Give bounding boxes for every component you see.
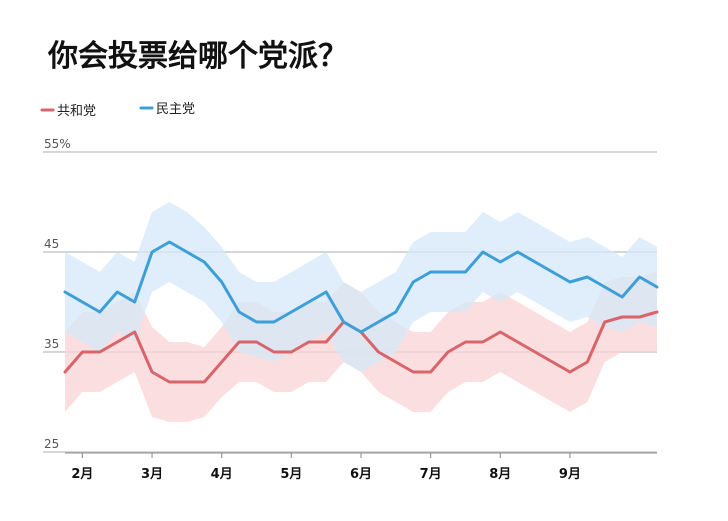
x-tick-label: 2月 [71,467,93,482]
x-tick-label: 8月 [489,467,511,482]
y-tick-label: 35 [44,337,59,351]
x-tick-label: 7月 [420,467,442,482]
x-tick-label: 3月 [141,467,163,482]
legend-label-republican: 共和党 [57,104,96,119]
legend: 共和党 民主党 [40,102,195,119]
x-axis: 2月 3月 4月 5月 6月 7月 8月 9月 [65,452,657,482]
line-series-1 [63,240,659,334]
y-tick-label: 45 [44,237,59,251]
y-tick-label: 55% [44,137,71,151]
legend-label-democrat: 民主党 [156,102,195,117]
y-axis-ticks: 25 35 45 55% [44,137,71,451]
x-tick-label: 6月 [350,467,372,482]
uncertainty-bands [65,202,657,422]
x-tick-label: 5月 [280,467,302,482]
series-lines [63,240,659,384]
y-tick-label: 25 [44,437,59,451]
band-series-1 [65,202,657,372]
x-tick-label: 4月 [211,467,233,482]
chart-title: 你会投票给哪个党派？ [47,39,348,74]
x-tick-label: 9月 [559,467,581,482]
